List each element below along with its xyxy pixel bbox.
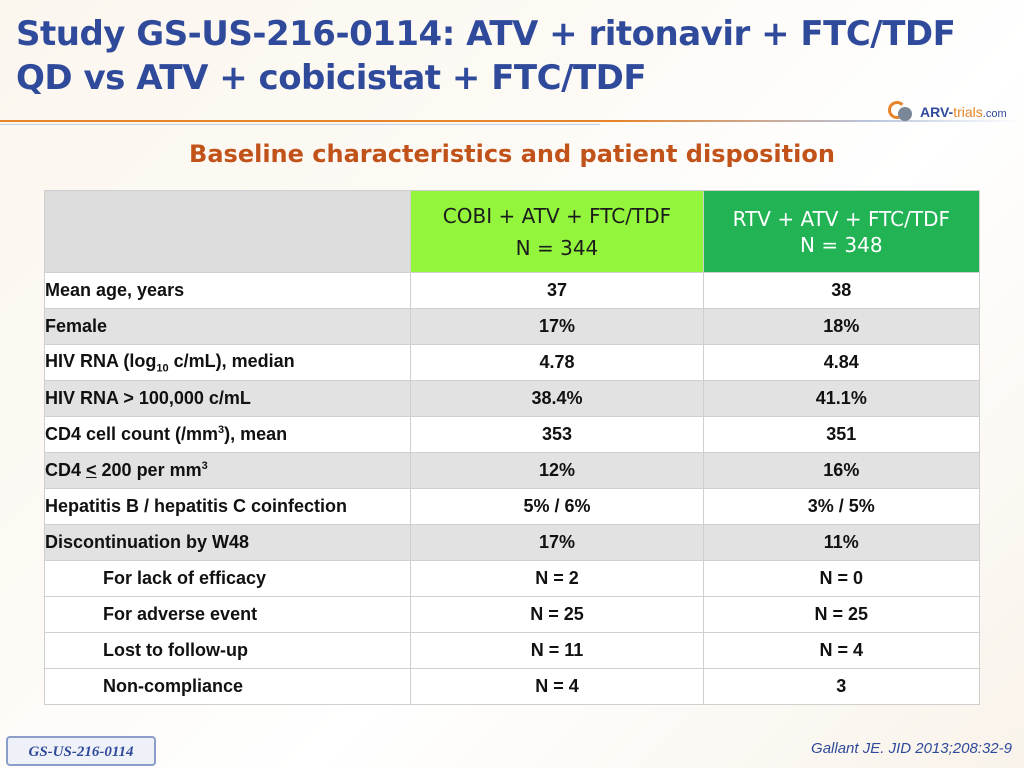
table-row: Non-compliance N = 4 3 [43,668,981,705]
study-id-tag: GS-US-216-0114 [6,736,156,766]
row-label: Hepatitis B / hepatitis C coinfection [43,488,412,525]
title-divider-secondary [0,124,600,125]
arv-trials-logo-text: ARV-trials.com [920,104,1007,120]
cell-cobi: 5% / 6% [410,488,704,525]
table-row: CD4 cell count (/mm3), mean 353 351 [43,416,981,453]
row-label: Lost to follow-up [43,632,412,669]
cell-cobi: 4.78 [410,344,704,381]
cell-rtv: 4.84 [702,344,981,381]
cell-rtv: 38 [702,272,981,309]
cell-rtv: 11% [702,524,981,561]
title-divider [0,120,1024,122]
cell-rtv: 3% / 5% [702,488,981,525]
slide-title-line-2: QD vs ATV + cobicistat + FTC/TDF [16,58,647,98]
table-row: For adverse event N = 25 N = 25 [43,596,981,633]
table-row: Hepatitis B / hepatitis C coinfection 5%… [43,488,981,525]
table-row: Female 17% 18% [43,308,981,345]
header-cobi-arm: COBI + ATV + FTC/TDF [442,203,672,228]
table-header-row: COBI + ATV + FTC/TDF N = 344 RTV + ATV +… [43,190,981,273]
cell-rtv: 16% [702,452,981,489]
cell-cobi: N = 2 [410,560,704,597]
table-row: Discontinuation by W48 17% 11% [43,524,981,561]
row-label: CD4 < 200 per mm3 [43,452,412,489]
table-row: For lack of efficacy N = 2 N = 0 [43,560,981,597]
cell-cobi: N = 11 [410,632,704,669]
row-label: HIV RNA (log10 c/mL), median [43,344,412,381]
table-row: Mean age, years 37 38 [43,272,981,309]
table-header-rtv: RTV + ATV + FTC/TDF N = 348 [702,190,981,273]
baseline-table: COBI + ATV + FTC/TDF N = 344 RTV + ATV +… [43,190,981,705]
row-label: Discontinuation by W48 [43,524,412,561]
cell-cobi: 12% [410,452,704,489]
cell-rtv: 18% [702,308,981,345]
cell-rtv: N = 25 [702,596,981,633]
cell-rtv: N = 4 [702,632,981,669]
cell-rtv: 41.1% [702,380,981,417]
table-header-corner [43,190,412,273]
table-row: CD4 < 200 per mm3 12% 16% [43,452,981,489]
cell-cobi: 38.4% [410,380,704,417]
cell-cobi: 353 [410,416,704,453]
row-label: Female [43,308,412,345]
header-rtv-arm: RTV + ATV + FTC/TDF [732,206,950,231]
slide-subtitle: Baseline characteristics and patient dis… [189,140,835,168]
cell-cobi: 17% [410,524,704,561]
row-label: HIV RNA > 100,000 c/mL [43,380,412,417]
cell-cobi: 17% [410,308,704,345]
row-label: For lack of efficacy [43,560,412,597]
slide-title-line-1: Study GS-US-216-0114: ATV + ritonavir + … [16,14,956,54]
table-header-cobi: COBI + ATV + FTC/TDF N = 344 [410,190,704,273]
header-rtv-n: N = 348 [800,232,883,257]
row-label: CD4 cell count (/mm3), mean [43,416,412,453]
row-label: Non-compliance [43,668,412,705]
citation: Gallant JE. JID 2013;208:32-9 [811,740,1012,757]
row-label: For adverse event [43,596,412,633]
cell-cobi: N = 4 [410,668,704,705]
table-row: HIV RNA > 100,000 c/mL 38.4% 41.1% [43,380,981,417]
slide-title: Study GS-US-216-0114: ATV + ritonavir + … [16,12,976,100]
cell-rtv: 351 [702,416,981,453]
arv-trials-logo: ARV-trials.com [888,98,1007,126]
row-label: Mean age, years [43,272,412,309]
header-cobi-n: N = 344 [515,235,599,260]
arv-trials-logo-icon [888,99,918,125]
cell-rtv: 3 [702,668,981,705]
cell-cobi: N = 25 [410,596,704,633]
table-row: Lost to follow-up N = 11 N = 4 [43,632,981,669]
table-row: HIV RNA (log10 c/mL), median 4.78 4.84 [43,344,981,381]
cell-rtv: N = 0 [702,560,981,597]
cell-cobi: 37 [410,272,704,309]
